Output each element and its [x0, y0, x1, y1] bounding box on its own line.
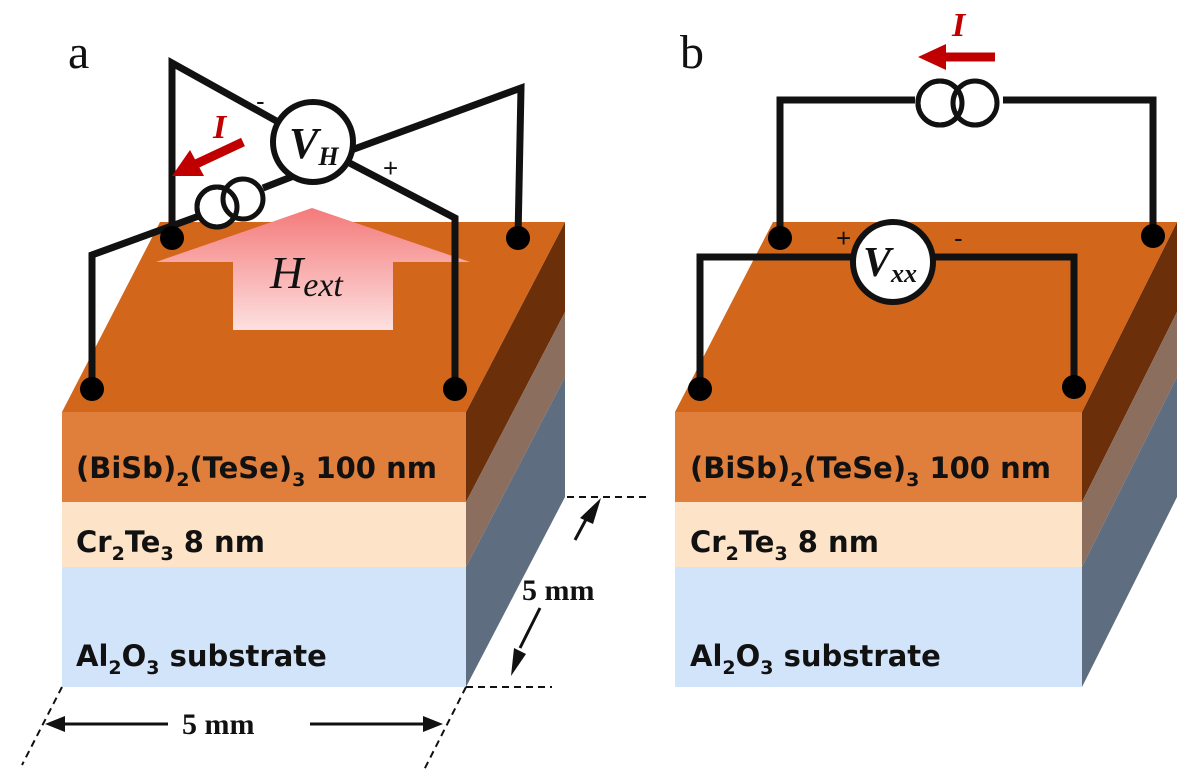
contact-dot [506, 226, 530, 250]
voltmeter-vxx [850, 219, 936, 305]
panel-letter-b: b [680, 26, 704, 79]
layer-label-cr2te3: Cr2Te3 8 nm [690, 525, 879, 565]
voltmeter-minus-sign: - [256, 86, 265, 116]
layer-al2o3 [675, 567, 1082, 687]
contact-dot [688, 377, 712, 401]
dim-guide [21, 686, 63, 766]
depth-dimension-arrow [511, 498, 601, 676]
voltmeter-vh-label: VH [289, 119, 339, 171]
voltmeter-vxx-label: Vxx [863, 240, 917, 288]
dim-guide [423, 686, 467, 771]
current-label-a: I [212, 109, 228, 146]
layer-label-al2o3: Al2O3 substrate [76, 639, 327, 679]
contact-dot [80, 377, 104, 401]
voltmeter-plus-sign: + [383, 153, 398, 183]
current-wire-left [88, 212, 201, 387]
contact-dot [443, 377, 467, 401]
layer-label-al2o3: Al2O3 substrate [690, 639, 941, 679]
top-face [675, 222, 1177, 412]
voltage-wire [932, 253, 1078, 387]
contact-dot [768, 226, 792, 250]
voltage-wire [696, 253, 852, 387]
layer-cr2te3 [62, 502, 466, 567]
layer-bisbtese [62, 412, 466, 502]
layer-label-bisbtese: (BiSb)2(TeSe)3 100 nm [76, 451, 437, 491]
current-source-icon [915, 78, 1000, 128]
current-arrow-a [172, 137, 245, 176]
side-face-top-layer [1082, 222, 1177, 502]
field-label: Hext [269, 247, 344, 304]
depth-dimension-label: 5 mm [522, 574, 594, 607]
side-face-top-layer [466, 222, 565, 502]
voltage-wire-right [344, 82, 525, 239]
layer-bisbtese [675, 412, 1082, 502]
voltage-wire-left [168, 57, 282, 238]
side-face-mid-layer [466, 312, 565, 567]
layer-cr2te3 [675, 502, 1082, 567]
layer-label-cr2te3: Cr2Te3 8 nm [76, 525, 265, 565]
side-face-mid-layer [1082, 312, 1177, 567]
current-wire [1003, 96, 1157, 236]
side-face-bottom-layer [466, 377, 565, 687]
contact-dot [1062, 375, 1086, 399]
layer-label-bisbtese: (BiSb)2(TeSe)3 100 nm [690, 451, 1051, 491]
side-face-bottom-layer [1082, 377, 1177, 687]
width-dimension-arrow [45, 716, 443, 732]
panel-letter-a: a [68, 26, 89, 79]
field-arrow [156, 208, 470, 330]
panel-a: (BiSb)2(TeSe)3 100 nm Cr2Te3 8 nm Al2O3 … [21, 26, 646, 771]
contact-dot [1141, 224, 1165, 248]
panel-b: (BiSb)2(TeSe)3 100 nm Cr2Te3 8 nm Al2O3 … [675, 7, 1177, 687]
width-dimension-label: 5 mm [182, 708, 254, 741]
voltmeter-minus-sign: - [954, 223, 963, 253]
layer-al2o3 [62, 567, 466, 687]
voltmeter-plus-sign: + [836, 223, 851, 253]
current-source-icon [194, 176, 266, 230]
current-wire [776, 96, 915, 238]
contact-dot [160, 226, 184, 250]
current-label-b: I [951, 7, 967, 44]
voltmeter-vh [270, 99, 356, 185]
current-arrow-b [918, 44, 995, 70]
